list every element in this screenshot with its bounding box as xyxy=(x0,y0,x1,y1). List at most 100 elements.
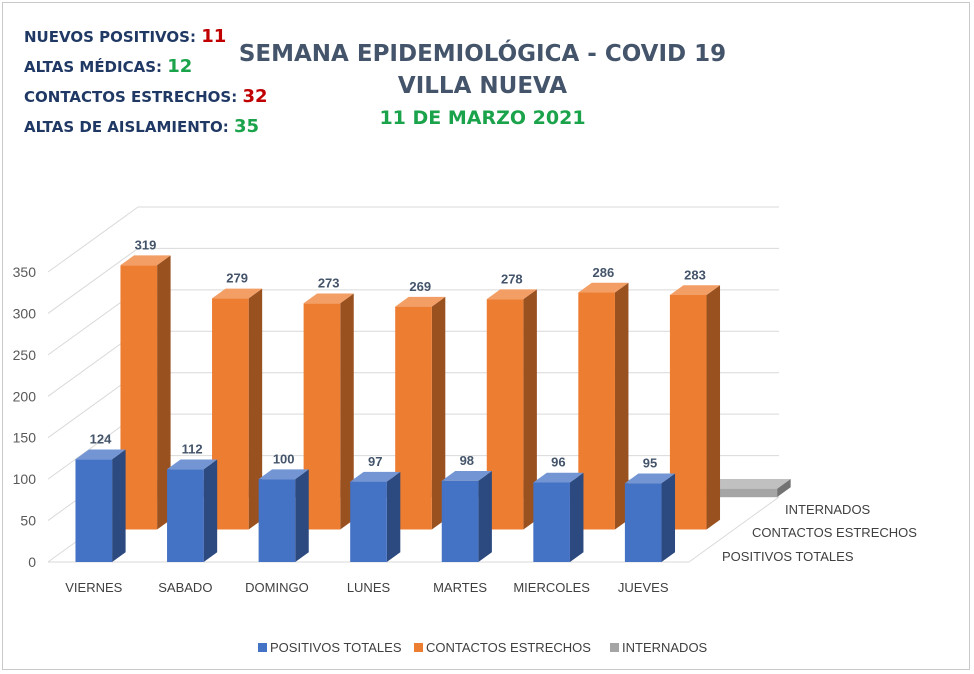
bar-contactos-side xyxy=(706,285,721,530)
bar-positivos-top xyxy=(75,449,126,460)
bar-contactos xyxy=(120,265,158,530)
bar-positivos-top xyxy=(167,459,218,470)
category-label: JUEVES xyxy=(618,580,669,595)
stat-label: ALTAS DE AISLAMIENTO: xyxy=(24,118,229,136)
bar-positivos xyxy=(533,482,570,562)
bar-contactos-top xyxy=(395,296,446,307)
legend-swatch xyxy=(414,643,423,652)
legend-label: INTERNADOS xyxy=(622,640,708,655)
bar-positivos xyxy=(441,480,479,562)
data-label-positivos: 112 xyxy=(182,441,203,456)
bar-contactos-side xyxy=(431,296,446,530)
depth-axis-label: POSITIVOS TOTALES xyxy=(722,549,854,564)
y-tick-label: 150 xyxy=(13,430,37,446)
bar-positivos-side xyxy=(295,469,309,562)
side-gridline xyxy=(47,206,139,273)
bar-contactos xyxy=(669,295,707,530)
bar-contactos xyxy=(395,306,432,530)
stats-panel: NUEVOS POSITIVOS: 11 ALTAS MÉDICAS: 12 C… xyxy=(24,22,268,142)
legend-swatch xyxy=(610,643,619,652)
y-tick-label: 200 xyxy=(13,388,37,404)
bar-contactos-side xyxy=(614,282,629,530)
stat-value: 35 xyxy=(234,116,260,137)
stat-contactos-estrechos: CONTACTOS ESTRECHOS: 32 xyxy=(24,82,268,112)
bar-contactos-side xyxy=(157,255,171,530)
stat-label: CONTACTOS ESTRECHOS: xyxy=(24,88,238,106)
category-label: MARTES xyxy=(433,580,487,595)
title-block: SEMANA EPIDEMIOLÓGICA - COVID 19 VILLA N… xyxy=(200,38,765,134)
data-label-positivos: 98 xyxy=(460,453,474,468)
bar-contactos-side xyxy=(340,293,354,530)
bar-contactos xyxy=(578,292,615,530)
category-label: MIERCOLES xyxy=(513,580,590,595)
bar-contactos-top xyxy=(486,289,537,300)
bar-contactos-side xyxy=(248,288,263,530)
bar-positivos xyxy=(350,481,387,562)
bar-contactos-side xyxy=(523,289,537,530)
data-label-contactos: 279 xyxy=(226,271,248,286)
bar-positivos-top xyxy=(624,473,676,484)
data-label-positivos: 97 xyxy=(368,454,382,469)
y-tick-label: 0 xyxy=(28,554,36,570)
category-label: VIERNES xyxy=(65,580,122,595)
y-tick-label: 50 xyxy=(20,513,36,529)
data-label-contactos: 283 xyxy=(684,267,706,282)
data-label-positivos: 124 xyxy=(90,432,112,447)
bar-contactos-top xyxy=(212,288,263,299)
bar-positivos-side xyxy=(569,472,584,562)
bar-internados xyxy=(687,488,778,497)
floor-right-edge xyxy=(688,496,780,563)
y-tick-label: 100 xyxy=(13,471,37,487)
data-label-positivos: 95 xyxy=(643,456,657,471)
bar-positivos-top xyxy=(533,472,584,483)
bar-contactos-top xyxy=(120,255,171,266)
category-label: SABADO xyxy=(158,580,212,595)
chart-date: 11 DE MARZO 2021 xyxy=(379,107,586,129)
chart-title: SEMANA EPIDEMIOLÓGICA - COVID 19 xyxy=(238,41,727,67)
bar-positivos xyxy=(258,479,296,562)
bar-contactos-top xyxy=(578,282,629,293)
bar-contactos-top xyxy=(669,285,721,296)
bar-contactos xyxy=(303,303,341,530)
stat-altas-aislamiento: ALTAS DE AISLAMIENTO: 35 xyxy=(24,112,268,142)
legend-label: CONTACTOS ESTRECHOS xyxy=(426,640,591,655)
legend-swatch xyxy=(258,643,267,652)
y-tick-label: 350 xyxy=(13,264,37,280)
bar-positivos-side xyxy=(112,449,126,562)
bar-positivos-top xyxy=(441,471,492,481)
stat-value: 11 xyxy=(201,26,227,47)
bar-positivos-top xyxy=(350,471,401,482)
bar-positivos xyxy=(167,469,204,562)
y-tick-label: 300 xyxy=(13,305,37,321)
y-tick-label: 250 xyxy=(13,347,37,363)
stat-label: ALTAS MÉDICAS: xyxy=(24,58,163,76)
bar-positivos-side xyxy=(661,473,676,562)
stat-altas-medicas: ALTAS MÉDICAS: 12 xyxy=(24,52,268,82)
stat-value: 12 xyxy=(167,56,193,77)
bar-positivos xyxy=(75,459,113,562)
bar-positivos xyxy=(624,483,662,562)
data-label-contactos: 278 xyxy=(501,271,523,286)
side-gridline xyxy=(47,248,139,314)
bar-positivos-side xyxy=(478,471,492,562)
bar-positivos-side xyxy=(386,471,401,562)
bar-contactos xyxy=(486,299,524,530)
depth-axis-label: CONTACTOS ESTRECHOS xyxy=(752,525,917,540)
bar-contactos-top xyxy=(303,293,354,304)
category-label: DOMINGO xyxy=(245,580,309,595)
data-label-positivos: 96 xyxy=(551,455,565,470)
legend-label: POSITIVOS TOTALES xyxy=(270,640,402,655)
stat-label: NUEVOS POSITIVOS: xyxy=(24,28,196,46)
data-label-contactos: 286 xyxy=(593,265,615,280)
bar-positivos-side xyxy=(203,459,218,562)
bar-contactos xyxy=(212,298,249,530)
stat-value: 32 xyxy=(242,86,268,107)
chart-subtitle: VILLA NUEVA xyxy=(397,73,568,99)
stat-nuevos-positivos: NUEVOS POSITIVOS: 11 xyxy=(24,22,268,52)
data-label-contactos: 319 xyxy=(135,237,157,252)
data-label-contactos: 269 xyxy=(409,279,431,294)
depth-axis-label: INTERNADOS xyxy=(785,502,871,517)
data-label-positivos: 100 xyxy=(273,451,295,466)
